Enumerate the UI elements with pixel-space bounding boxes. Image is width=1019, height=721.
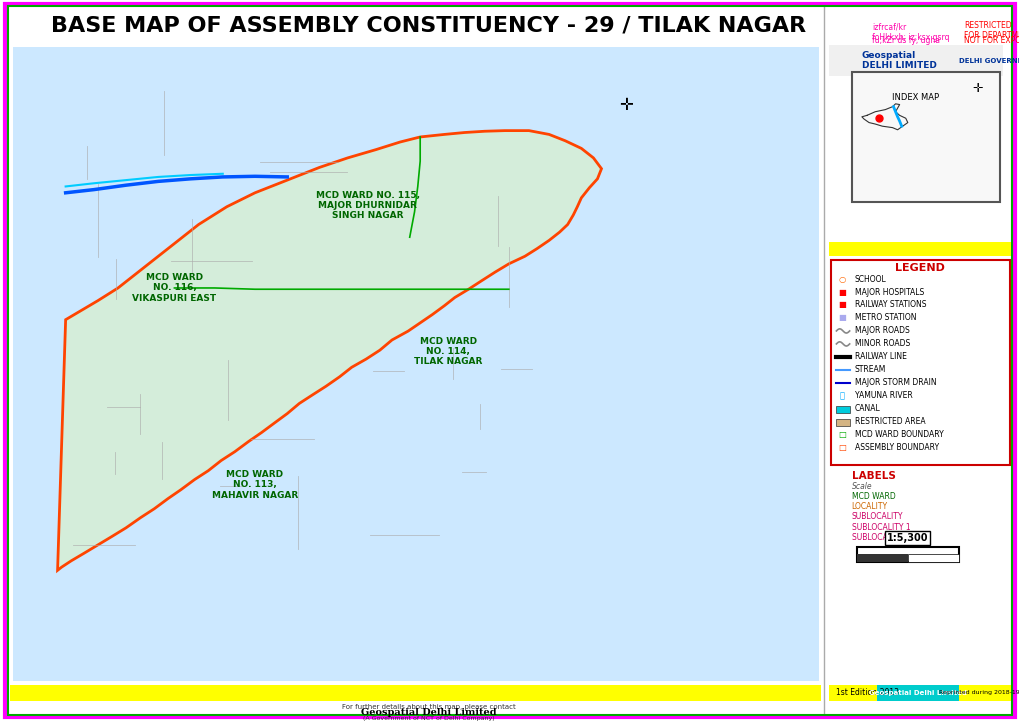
Text: MINOR ROADS: MINOR ROADS: [854, 340, 909, 348]
Text: MCD WARD BOUNDARY: MCD WARD BOUNDARY: [854, 430, 943, 439]
Text: RAILWAY STATIONS: RAILWAY STATIONS: [854, 301, 925, 309]
Text: MCD WARD
NO. 113,
MAHAVIR NAGAR: MCD WARD NO. 113, MAHAVIR NAGAR: [212, 470, 298, 500]
Text: ✛: ✛: [619, 96, 632, 114]
Text: RESTRICTED AREA: RESTRICTED AREA: [854, 417, 924, 426]
Text: RAILWAY LINE: RAILWAY LINE: [854, 353, 906, 361]
Text: MCD WARD
NO. 116,
VIKASPURI EAST: MCD WARD NO. 116, VIKASPURI EAST: [132, 273, 216, 303]
Text: STREAM: STREAM: [854, 366, 886, 374]
Text: 0.3: 0.3: [901, 566, 913, 572]
Text: izfrcaf/kr
foHkkxh; iz;ksx gsrq: izfrcaf/kr foHkkxh; iz;ksx gsrq: [871, 23, 949, 42]
Bar: [876, 685, 958, 701]
Text: SCHOOL: SCHOOL: [854, 275, 886, 283]
Text: For further details about this map, please contact: For further details about this map, plea…: [341, 704, 515, 709]
Bar: [828, 242, 1010, 256]
Text: Geospatial
DELHI LIMITED: Geospatial DELHI LIMITED: [861, 51, 935, 70]
Text: 1st Edition-2013: 1st Edition-2013: [836, 689, 899, 697]
Bar: [856, 554, 907, 562]
Text: LEGEND: LEGEND: [895, 263, 944, 273]
Text: DELHI GOVERNMENT: DELHI GOVERNMENT: [958, 58, 1019, 63]
Bar: [13, 47, 818, 681]
Text: □: □: [838, 443, 846, 452]
Text: □: □: [838, 430, 846, 439]
Text: MAJOR HOSPITALS: MAJOR HOSPITALS: [854, 288, 923, 296]
Text: KM: KM: [958, 572, 968, 578]
Bar: [856, 547, 958, 562]
Polygon shape: [57, 131, 601, 570]
Text: ○: ○: [838, 275, 846, 283]
Bar: [828, 45, 1002, 76]
Text: MAJOR ROADS: MAJOR ROADS: [854, 327, 909, 335]
Text: LOCALITY: LOCALITY: [851, 503, 887, 511]
Text: Geospatial Delhi Limited: Geospatial Delhi Limited: [868, 690, 966, 696]
Text: YAMUNA RIVER: YAMUNA RIVER: [854, 392, 912, 400]
Text: MAJOR STORM DRAIN: MAJOR STORM DRAIN: [854, 379, 935, 387]
Text: METRO STATION: METRO STATION: [854, 314, 915, 322]
Text: ■: ■: [838, 314, 846, 322]
Bar: [830, 260, 1009, 465]
Text: SUBLOCALITY 2: SUBLOCALITY 2: [851, 533, 909, 541]
Text: MCD WARD: MCD WARD: [851, 492, 895, 501]
Text: RESTRICTED
FOR DEPARTMENTAL USE ONLY: RESTRICTED FOR DEPARTMENTAL USE ONLY: [963, 21, 1019, 40]
Text: LABELS: LABELS: [851, 471, 895, 481]
Bar: [836, 419, 849, 426]
Text: INDEX MAP: INDEX MAP: [892, 93, 938, 102]
Bar: [851, 72, 999, 202]
Text: CANAL: CANAL: [854, 404, 879, 413]
Text: fu;kZr ds fy, ugha: fu;kZr ds fy, ugha: [871, 36, 940, 45]
Text: 💧: 💧: [840, 392, 844, 400]
Text: ■: ■: [838, 301, 846, 309]
Text: MCD WARD NO. 115,
MAJOR DHURNIDAR
SINGH NAGAR: MCD WARD NO. 115, MAJOR DHURNIDAR SINGH …: [316, 190, 420, 221]
Text: (A Government of NCT of Delhi Company): (A Government of NCT of Delhi Company): [362, 716, 494, 720]
Text: BASE MAP OF ASSEMBLY CONSTITUENCY - 29 / TILAK NAGAR: BASE MAP OF ASSEMBLY CONSTITUENCY - 29 /…: [51, 15, 805, 35]
Text: MCD WARD
NO. 114,
TILAK NAGAR: MCD WARD NO. 114, TILAK NAGAR: [414, 337, 482, 366]
Text: NOT FOR EXPORT: NOT FOR EXPORT: [963, 36, 1019, 45]
Text: Scale: Scale: [851, 482, 871, 491]
Text: SUBLOCALITY 1: SUBLOCALITY 1: [851, 523, 909, 531]
Text: ✛: ✛: [971, 82, 981, 95]
Bar: [828, 685, 1010, 701]
Bar: [836, 406, 849, 413]
Text: ■: ■: [838, 288, 846, 296]
Bar: [907, 554, 958, 562]
Bar: [823, 7, 1009, 714]
Text: Reprinted during 2018-19: Reprinted during 2018-19: [937, 691, 1019, 695]
Text: SUBLOCALITY: SUBLOCALITY: [851, 513, 902, 521]
Text: 0.4: 0.4: [953, 566, 963, 572]
Bar: [10, 685, 820, 701]
Text: ASSEMBLY BOUNDARY: ASSEMBLY BOUNDARY: [854, 443, 937, 452]
Text: Geospatial Delhi Limited: Geospatial Delhi Limited: [361, 708, 495, 717]
Text: 1:5,300: 1:5,300: [887, 533, 927, 543]
Text: 0: 0: [854, 566, 858, 572]
